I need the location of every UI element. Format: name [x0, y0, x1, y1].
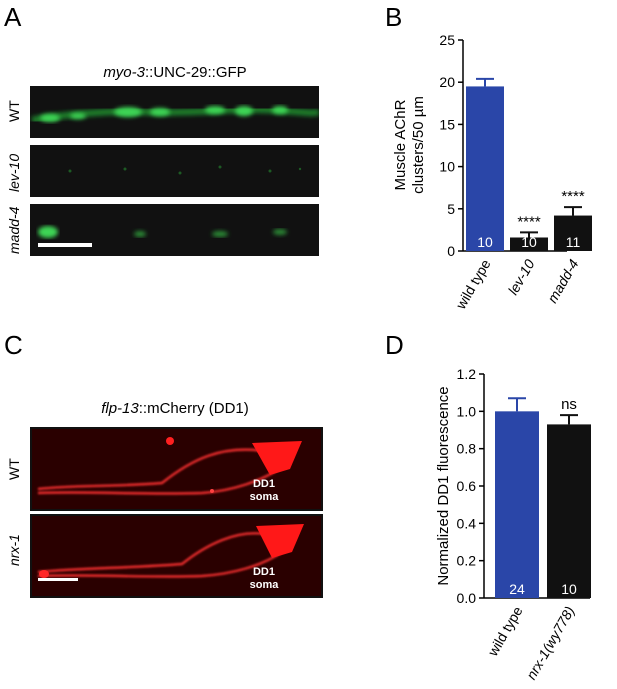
row-label-c-wt: WT: [6, 458, 22, 480]
y-tick-label: 0.4: [457, 515, 477, 531]
chart-b: 0 5 10 15 20 25 Muscle AChRclusters/50 µm 10 wil…: [392, 32, 592, 313]
x-category-label: wild type: [484, 603, 526, 659]
image-strip-wt-mcherry: [30, 427, 323, 511]
row-label-a-lev-10: lev-10: [6, 153, 22, 192]
y-tick-label: 1.2: [457, 366, 477, 382]
significance-label: ****: [517, 213, 541, 230]
image-strip-wt-gfp: [30, 86, 319, 138]
soma-label-wt-line1: DD1: [252, 478, 275, 490]
significance-label: ns: [561, 396, 577, 413]
panel-letter-d: D: [385, 330, 404, 360]
bar: [547, 424, 591, 598]
y-axis-label-line2: clusters/50 µm: [410, 96, 427, 194]
n-label: 10: [561, 581, 577, 597]
n-label: 10: [477, 234, 493, 250]
chart-d: 0.0 0.2 0.4 0.6 0.8 1.0 1.2 Normalized DD1 fluo…: [435, 366, 591, 683]
y-tick-label: 0.6: [457, 478, 477, 494]
gfp-signal-lev-10: [68, 165, 302, 175]
mcherry-signal-nrx-1: [32, 516, 321, 596]
soma-label-wt-line2: soma: [249, 491, 279, 503]
scale-bar-a: [38, 243, 92, 247]
y-axis-label: Normalized DD1 fluorescence: [435, 386, 452, 585]
y-tick-label: 25: [439, 32, 455, 48]
y-axis-label-line1: Muscle AChR: [392, 99, 409, 190]
soma-label-nrx-1: DD1 soma: [244, 566, 284, 592]
bar: [510, 237, 548, 251]
panel-c-title: flp-13::mCherry (DD1): [30, 400, 320, 417]
panel-a-title-rest: ::UNC-29::GFP: [145, 64, 247, 81]
x-category-label: lev-10: [505, 256, 538, 297]
y-tick-label: 20: [439, 74, 455, 90]
x-category-label: wild type: [452, 256, 494, 312]
panel-letter-a: A: [4, 2, 22, 32]
bar: [554, 215, 592, 251]
y-tick-label: 5: [447, 201, 455, 217]
row-label-c-nrx-1: nrx-1: [6, 534, 22, 566]
image-strip-madd-4-gfp: [30, 204, 319, 256]
n-label: 24: [509, 581, 525, 597]
image-strip-lev-10-gfp: [30, 145, 319, 197]
y-tick-label: 0.0: [457, 590, 477, 606]
soma-label-nrx-1-line1: DD1: [252, 566, 275, 578]
panel-a-title-gene: myo-3: [103, 64, 145, 81]
x-category-label: madd-4: [544, 256, 582, 305]
n-label: 10: [521, 234, 537, 250]
y-tick-label: 0.2: [457, 553, 477, 569]
panel-c-title-rest: ::mCherry (DD1): [138, 400, 249, 417]
panel-letter-c: C: [4, 330, 23, 360]
panel-letter-b: B: [385, 2, 403, 32]
scale-bar-c: [38, 578, 78, 581]
y-axis-label: Muscle AChRclusters/50 µm: [392, 96, 427, 194]
y-tick-label: 10: [439, 159, 455, 175]
gfp-signal-wt: [31, 106, 319, 124]
mcherry-signal-wt: [32, 429, 321, 509]
y-tick-label: 1.0: [457, 403, 477, 419]
row-label-a-wt: WT: [6, 100, 22, 122]
gfp-signal-madd-4: [38, 226, 287, 238]
y-tick-label: 0: [447, 243, 455, 259]
panel-a-title: myo-3::UNC-29::GFP: [30, 64, 320, 81]
panel-c-title-gene: flp-13: [101, 400, 139, 417]
soma-label-wt: DD1 soma: [244, 478, 284, 504]
row-label-a-madd-4: madd-4: [6, 206, 22, 254]
bar: [466, 86, 504, 251]
n-label: 11: [566, 234, 581, 250]
soma-label-nrx-1-line2: soma: [249, 579, 279, 591]
y-tick-label: 0.8: [457, 441, 477, 457]
significance-label: ****: [561, 188, 585, 205]
x-category-label: nrx-1(wy778): [523, 604, 578, 683]
image-strip-nrx-1-mcherry: [30, 514, 323, 598]
bar: [495, 411, 539, 598]
y-tick-label: 15: [439, 116, 455, 132]
